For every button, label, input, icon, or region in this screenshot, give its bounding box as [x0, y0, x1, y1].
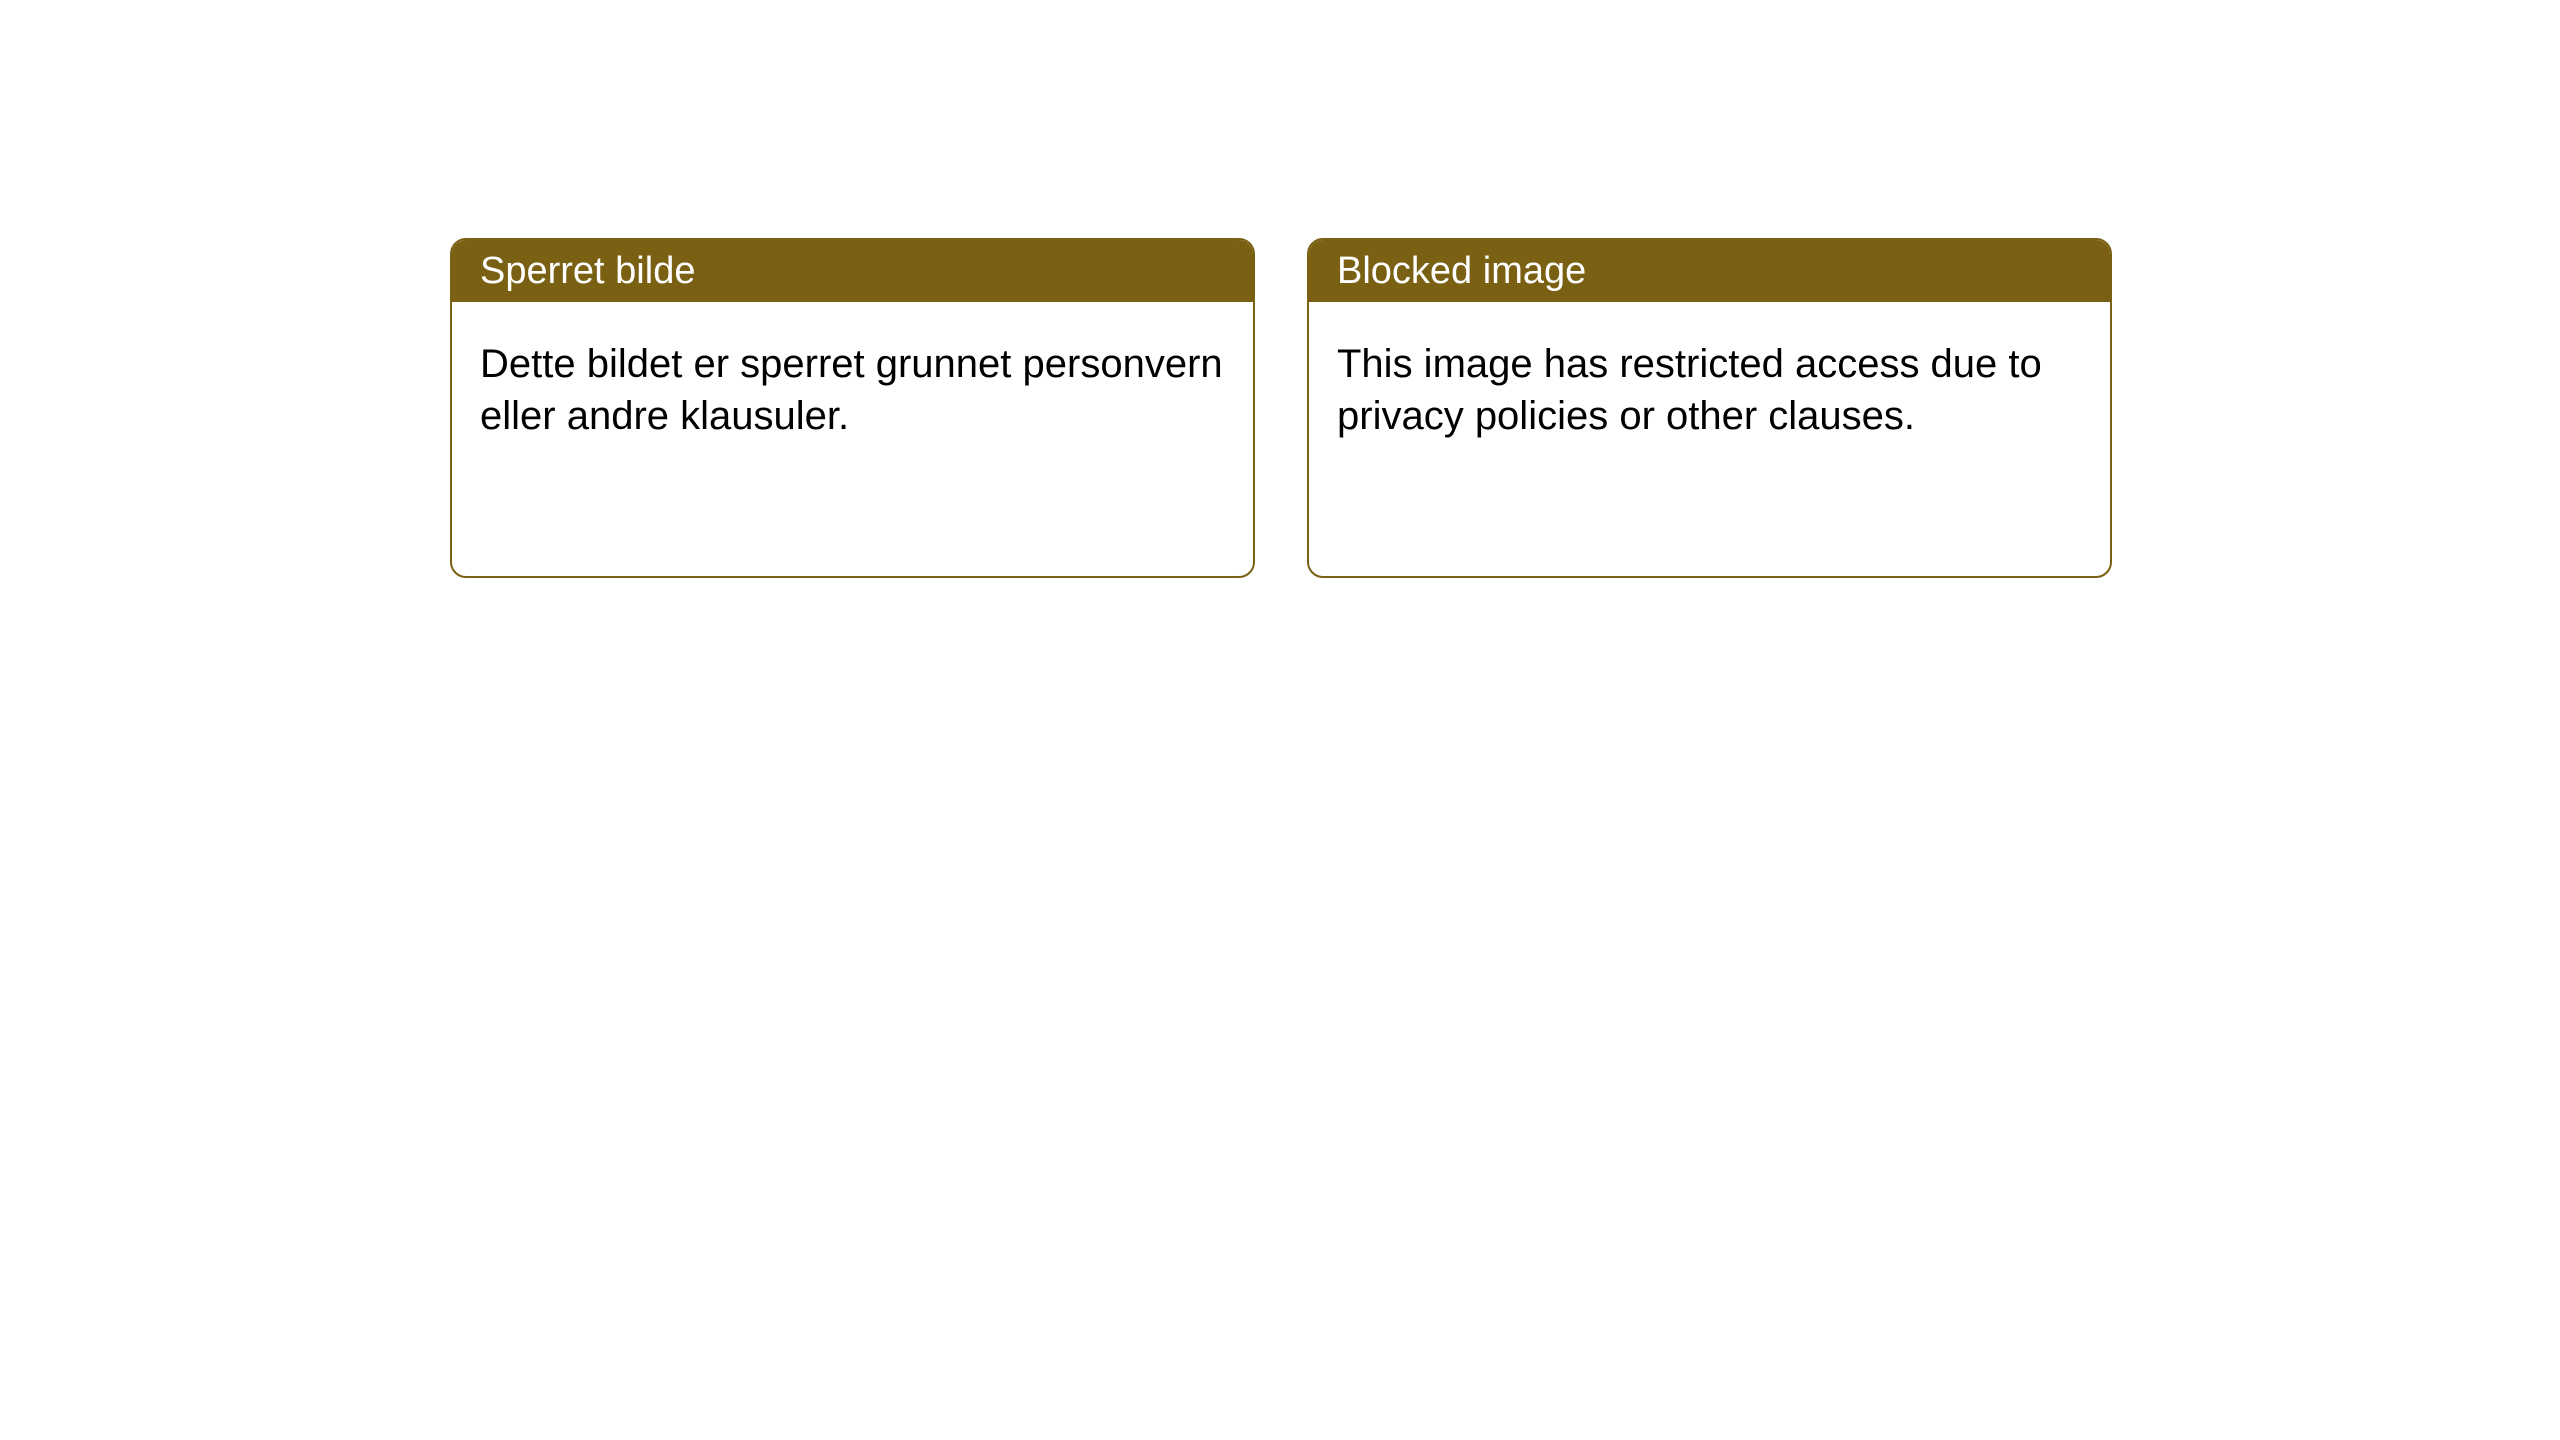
notice-text-en: This image has restricted access due to … — [1337, 342, 2042, 438]
notice-title-en: Blocked image — [1337, 250, 1586, 293]
notice-container: Sperret bilde Dette bildet er sperret gr… — [450, 238, 2112, 578]
notice-body-en: This image has restricted access due to … — [1309, 302, 2110, 478]
notice-title-no: Sperret bilde — [480, 250, 695, 293]
notice-header-en: Blocked image — [1309, 240, 2110, 302]
notice-card-en: Blocked image This image has restricted … — [1307, 238, 2112, 578]
notice-text-no: Dette bildet er sperret grunnet personve… — [480, 342, 1223, 438]
notice-body-no: Dette bildet er sperret grunnet personve… — [452, 302, 1253, 478]
notice-header-no: Sperret bilde — [452, 240, 1253, 302]
notice-card-no: Sperret bilde Dette bildet er sperret gr… — [450, 238, 1255, 578]
